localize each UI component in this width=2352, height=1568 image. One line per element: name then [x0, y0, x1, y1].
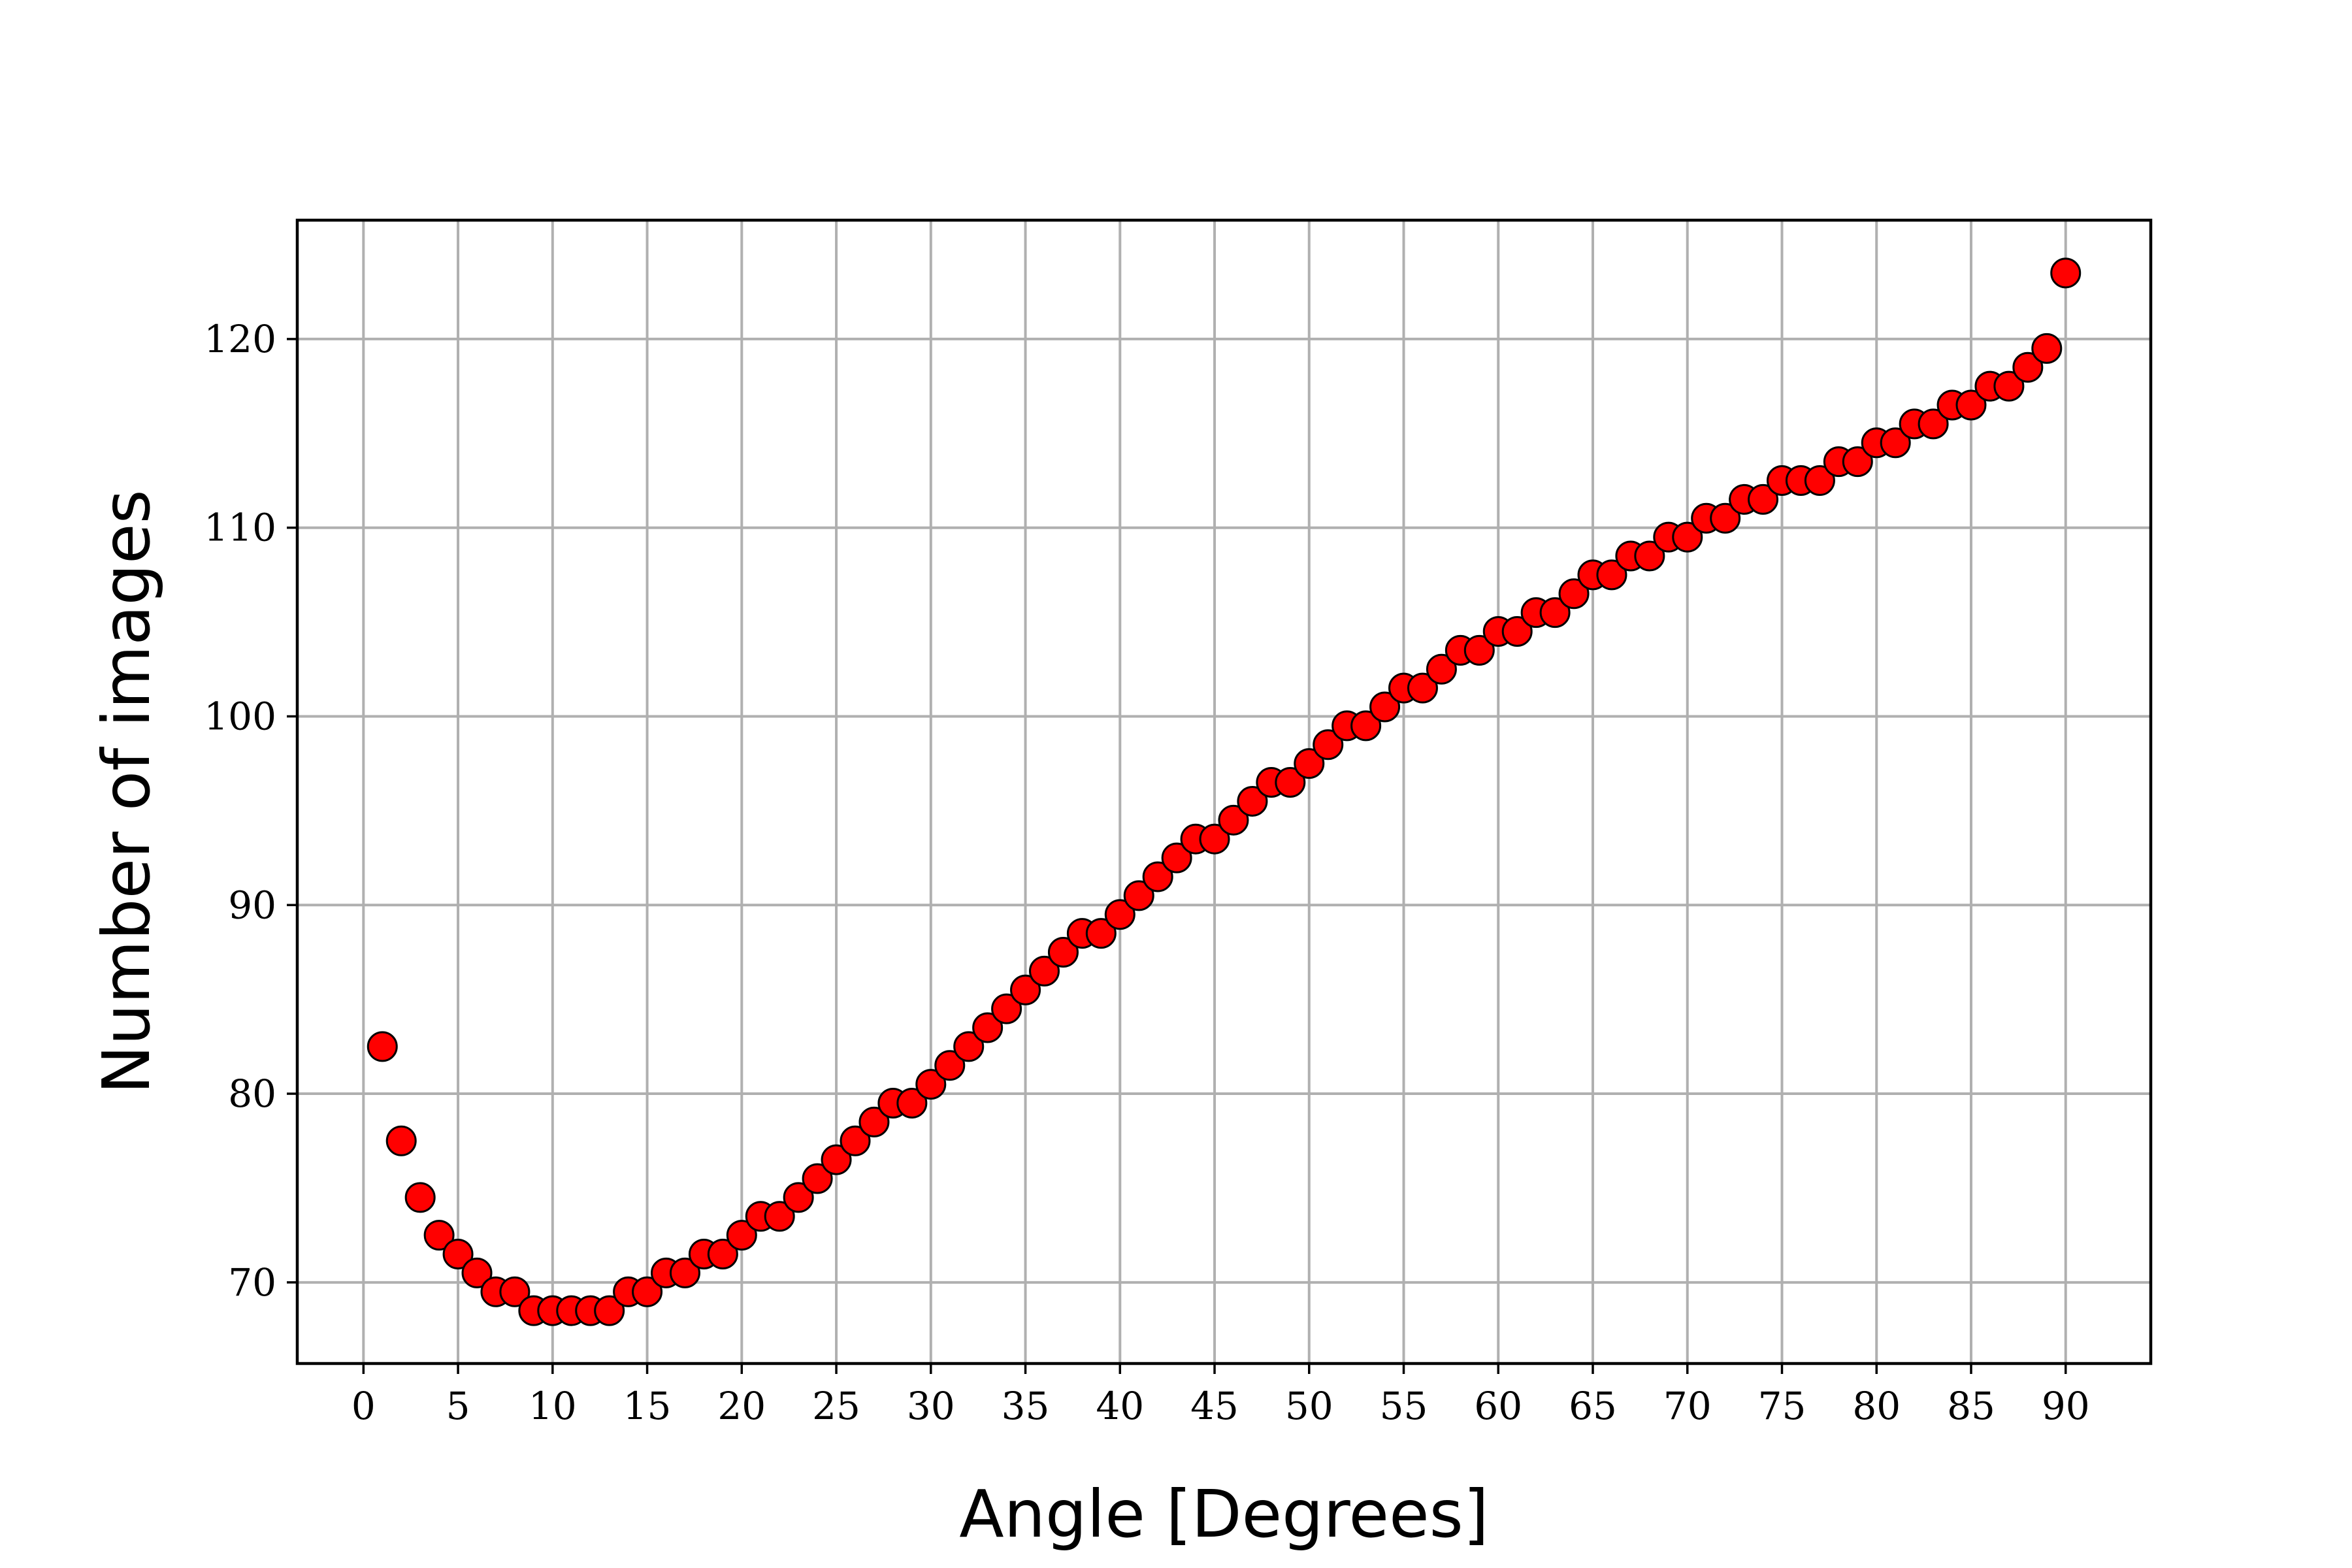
data-point	[632, 1276, 663, 1307]
grid	[297, 220, 2151, 1364]
data-point	[934, 1050, 966, 1081]
x-tick-label: 15	[623, 1384, 672, 1428]
data-point	[1161, 842, 1192, 874]
data-point	[1237, 785, 1268, 817]
data-point	[1199, 823, 1230, 855]
data-point	[423, 1220, 455, 1251]
y-tick-label: 80	[228, 1071, 276, 1116]
x-tick-label: 85	[1947, 1384, 1995, 1428]
data-point	[991, 993, 1022, 1024]
data-point	[821, 1144, 852, 1175]
x-tick-label: 60	[1474, 1384, 1522, 1428]
data-point	[1294, 748, 1325, 779]
data-point	[1085, 918, 1117, 949]
x-tick-label: 30	[907, 1384, 955, 1428]
plot-frame	[295, 218, 2153, 1365]
data-point	[499, 1276, 531, 1307]
data-point	[972, 1012, 1004, 1043]
x-tick-label: 10	[529, 1384, 577, 1428]
data-point	[1407, 672, 1438, 704]
data-point	[707, 1239, 738, 1270]
y-tick-label: 70	[228, 1260, 276, 1305]
x-tick-label: 65	[1569, 1384, 1617, 1428]
x-tick-label: 70	[1663, 1384, 1712, 1428]
data-point	[2050, 257, 2082, 289]
data-point	[1539, 597, 1571, 629]
data-point	[2012, 351, 2044, 383]
x-tick-label: 20	[717, 1384, 766, 1428]
y-tick-label: 110	[204, 506, 276, 550]
data-point	[726, 1220, 757, 1251]
data-point	[2031, 333, 2063, 364]
x-tick-label: 0	[351, 1384, 376, 1428]
data-point	[1369, 691, 1401, 723]
data-point	[404, 1182, 436, 1213]
y-tick-label: 100	[204, 694, 276, 738]
data-point	[783, 1182, 814, 1213]
data-point	[802, 1163, 833, 1194]
x-tick-label: 90	[2042, 1384, 2090, 1428]
data-point	[669, 1257, 700, 1288]
data-point	[1313, 729, 1344, 760]
x-tick-label: 5	[446, 1384, 470, 1428]
data-point	[1993, 370, 2025, 402]
data-point	[858, 1106, 890, 1137]
x-tick-label: 55	[1380, 1384, 1428, 1428]
data-point	[1842, 446, 1873, 478]
y-axis-title: Number of images	[88, 489, 165, 1094]
data-point	[1275, 767, 1306, 798]
y-axis-ticks: 70 80 90 100 110 120	[204, 317, 297, 1305]
data-point	[1123, 880, 1154, 911]
data-point	[953, 1031, 985, 1062]
data-point	[1028, 955, 1060, 987]
data-point	[896, 1087, 928, 1119]
data-point	[1634, 540, 1665, 572]
data-point	[1804, 465, 1835, 497]
data-point	[1047, 936, 1079, 968]
data-point	[1596, 559, 1627, 591]
data-point	[1710, 502, 1741, 534]
x-tick-label: 40	[1096, 1384, 1144, 1428]
data-point	[1218, 804, 1249, 836]
data-point	[442, 1239, 474, 1270]
data-point	[1010, 974, 1041, 1005]
x-axis-ticks: 0 5 10 15 20 25 30 35 40 45 50 55 60 65 70 75 80 85 90	[351, 1364, 2090, 1428]
data-point	[840, 1125, 871, 1156]
x-tick-label: 80	[1852, 1384, 1901, 1428]
x-tick-label: 50	[1285, 1384, 1333, 1428]
data-point	[1918, 408, 1949, 440]
data-point	[764, 1201, 795, 1232]
x-tick-label: 45	[1190, 1384, 1239, 1428]
data-point	[1142, 861, 1173, 892]
data-point	[1748, 483, 1779, 515]
data-point	[1501, 616, 1533, 647]
x-tick-label: 75	[1758, 1384, 1806, 1428]
x-tick-label: 35	[1002, 1384, 1050, 1428]
y-tick-label: 90	[228, 883, 276, 927]
data-point	[1955, 389, 1987, 421]
x-axis-title: Angle [Degrees]	[959, 1476, 1488, 1552]
data-point	[367, 1031, 398, 1062]
data-point	[1104, 899, 1135, 930]
data-points	[367, 257, 2082, 1326]
data-point	[1880, 427, 1911, 459]
data-point	[385, 1125, 417, 1156]
data-point	[1463, 634, 1495, 666]
data-point	[915, 1069, 947, 1100]
data-point	[1350, 710, 1382, 742]
data-point	[594, 1295, 625, 1326]
x-tick-label: 25	[812, 1384, 860, 1428]
data-point	[1672, 521, 1703, 553]
y-tick-label: 120	[204, 317, 276, 361]
data-point	[461, 1257, 493, 1288]
data-point	[1426, 653, 1457, 685]
data-point	[1558, 578, 1590, 610]
